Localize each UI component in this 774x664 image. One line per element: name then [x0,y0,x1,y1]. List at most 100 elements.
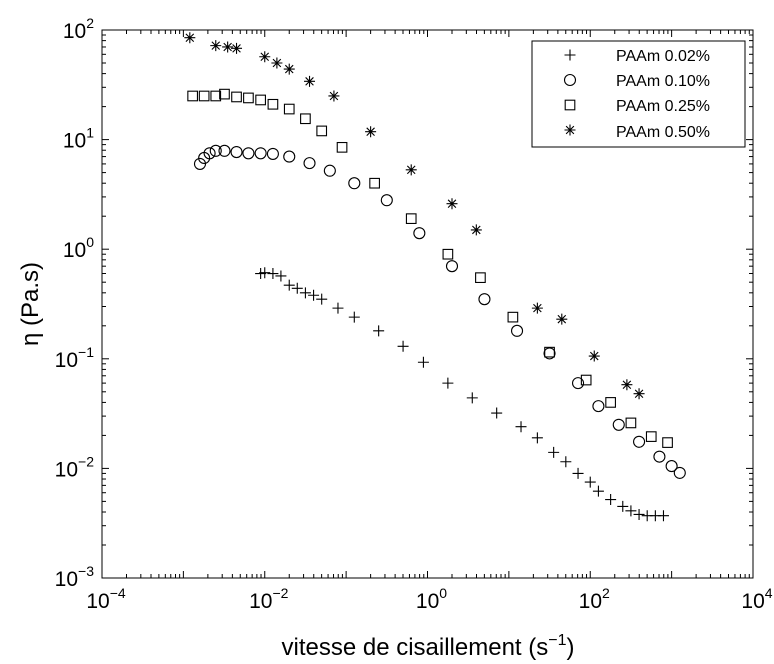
data-point-circle [612,418,625,431]
x-tick-label: 104 [741,585,772,613]
data-point-plus [605,494,617,506]
data-point-plus [515,421,527,433]
data-point-circle [230,145,243,159]
legend-box [531,40,746,148]
data-point-square [219,88,230,100]
data-point-plus [531,432,543,444]
data-point-square [507,311,519,323]
data-point-plus [657,510,669,522]
data-point-plus [259,267,271,279]
data-point-square [580,374,592,386]
data-point-plus [397,340,409,352]
data-point-square [645,431,657,442]
data-point-square [231,91,242,103]
data-point-square [625,417,637,429]
data-point-circle [673,466,686,479]
x-tick-label: 102 [579,585,610,613]
data-point-plus [592,485,604,497]
data-point-plus [332,302,344,314]
legend-label-3: PAAm 0.50% [616,124,710,141]
legend: PAAm 0.02% PAAm 0.10% PAAm 0.25% PAAm 0.… [531,40,746,148]
data-point-square [300,113,311,125]
series-3 [184,32,645,400]
data-point-asterisk [621,379,633,391]
y-tick-label: 100 [63,234,94,262]
y-axis-label: η (Pa.s) [17,262,44,346]
x-axis-label: vitesse de cisaillement (s−1) [281,632,574,661]
data-point-circle [445,260,459,273]
series-0 [255,267,669,522]
data-point-plus [617,500,629,512]
data-point-circle [543,347,556,360]
legend-entry-2: PAAm 0.25% [564,98,710,115]
data-point-plus [373,325,385,337]
data-point-circle [478,293,491,306]
y-tick-label: 10−1 [55,344,95,372]
data-point-asterisk [283,63,295,75]
x-tick-label: 10−4 [86,585,126,613]
data-point-square [255,94,266,106]
data-point-circle [413,227,426,240]
data-point-square [316,125,328,137]
legend-marker-circle [563,73,577,87]
data-point-asterisk [556,313,568,325]
data-point-square [405,213,417,224]
data-point-circle [254,147,267,160]
data-point-circle [283,150,296,163]
data-point-circle [303,157,316,170]
data-point-plus [560,456,572,468]
data-point-square [267,98,279,110]
data-point-asterisk [222,41,234,53]
data-point-plus [491,407,503,419]
data-point-square [243,92,254,104]
legend-marker-asterisk [564,124,576,136]
data-point-plus [417,356,429,368]
legend-label-0: PAAm 0.02% [616,48,710,65]
data-point-plus [442,377,454,389]
series-2 [187,88,673,448]
data-point-asterisk [210,40,222,52]
axis-tick-labels: 10−4 10−2 100 102 104 10−3 10−2 10−1 100 101 102 [55,15,773,613]
data-point-asterisk [633,388,645,400]
data-point-circle [218,144,231,157]
data-point-circle [665,460,678,473]
data-point-asterisk [231,42,243,54]
data-point-square [198,90,210,102]
legend-label-2: PAAm 0.25% [616,98,710,115]
data-point-square [187,90,198,102]
data-point-plus [466,392,478,404]
data-point-plus [267,268,279,280]
y-tick-label: 10−3 [55,563,95,591]
data-point-square [336,141,348,153]
data-point-asterisk [328,90,340,102]
data-point-asterisk [405,164,417,176]
data-markers [184,32,686,522]
x-tick-label: 10−2 [249,585,289,613]
data-point-circle [633,435,646,448]
data-point-asterisk [271,57,283,69]
data-point-circle [510,324,524,337]
data-point-square [369,177,380,189]
data-point-asterisk [588,350,600,362]
data-point-circle [571,377,585,390]
legend-entry-3: PAAm 0.50% [564,124,710,141]
data-point-square [662,437,673,448]
legend-marker-plus [564,49,576,61]
data-point-plus [564,49,576,61]
series-1 [193,144,686,479]
axis-ticks [101,29,754,579]
data-point-square [605,397,616,408]
data-point-square [564,99,576,111]
data-point-circle [203,147,216,160]
y-tick-label: 102 [63,15,94,43]
data-point-asterisk [470,224,482,236]
data-point-circle [209,144,222,157]
data-point-circle [266,147,279,160]
data-point-asterisk [365,126,377,138]
data-point-plus [316,293,328,305]
legend-entry-1: PAAm 0.10% [563,73,710,90]
data-point-asterisk [446,198,458,210]
x-tick-label: 100 [416,585,447,613]
data-point-square [283,103,295,115]
